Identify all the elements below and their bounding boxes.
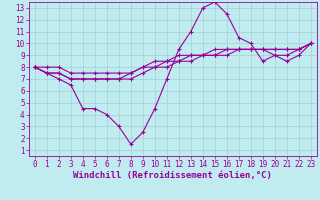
X-axis label: Windchill (Refroidissement éolien,°C): Windchill (Refroidissement éolien,°C) — [73, 171, 272, 180]
